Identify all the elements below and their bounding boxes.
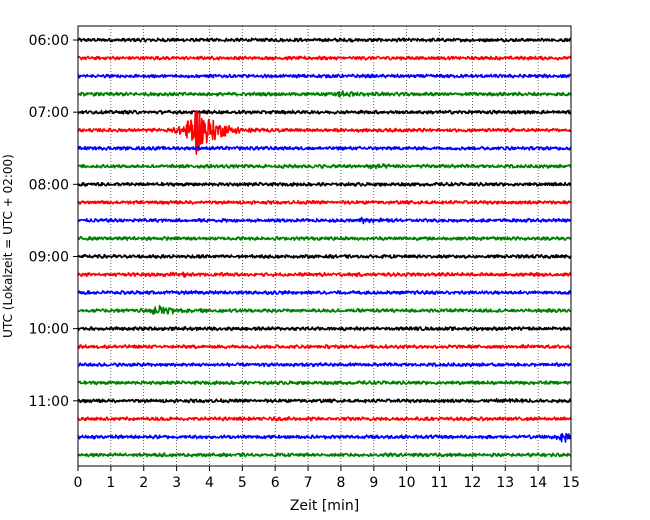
seismogram-trace xyxy=(77,397,572,404)
seismogram-trace xyxy=(77,181,572,187)
x-tick-label: 2 xyxy=(139,475,148,491)
x-axis-title: Zeit [min] xyxy=(290,498,359,514)
x-tick-label: 3 xyxy=(172,475,181,491)
y-tick-label: 11:00 xyxy=(29,394,69,410)
x-tick-label: 13 xyxy=(496,475,514,491)
seismogram-trace xyxy=(77,163,572,170)
x-tick-label: 5 xyxy=(238,475,247,491)
seismogram-trace xyxy=(77,37,572,43)
x-tick-label: 4 xyxy=(205,475,214,491)
seismogram-trace xyxy=(77,289,572,296)
y-tick-label: 07:00 xyxy=(29,105,69,121)
x-tick-label: 10 xyxy=(398,475,416,491)
y-tick-label: 08:00 xyxy=(29,177,69,193)
y-tick-label: 10:00 xyxy=(29,322,69,338)
seismogram-trace xyxy=(77,73,572,79)
seismogram-trace xyxy=(77,235,572,242)
seismogram-trace xyxy=(77,362,572,368)
x-tick-label: 9 xyxy=(369,475,378,491)
seismogram-trace xyxy=(77,304,572,315)
y-tick-label: 06:00 xyxy=(29,33,69,49)
seismogram-trace xyxy=(77,109,572,115)
seismogram-trace xyxy=(77,344,572,350)
seismogram-trace xyxy=(77,380,572,386)
seismogram-trace xyxy=(77,416,572,422)
plot-frame xyxy=(77,25,572,467)
seismogram-trace xyxy=(77,452,572,458)
seismogram-trace xyxy=(77,216,572,225)
y-axis-title: UTC (Lokalzeit = UTC + 02:00) xyxy=(1,154,15,338)
seismogram-trace xyxy=(77,253,572,260)
y-axis: 06:00 07:00 08:00 09:00 10:00 11:00 xyxy=(29,33,78,410)
grid xyxy=(110,26,539,466)
x-tick-label: 8 xyxy=(336,475,345,491)
seismogram-trace xyxy=(77,90,572,98)
seismogram-trace xyxy=(77,271,572,278)
x-tick-label: 0 xyxy=(74,475,83,491)
seismogram-trace xyxy=(77,199,572,205)
y-tick-label: 09:00 xyxy=(29,249,69,265)
x-tick-label: 12 xyxy=(463,475,481,491)
seismogram-trace xyxy=(77,109,572,155)
seismogram-trace xyxy=(77,145,572,151)
seismogram-trace xyxy=(77,55,572,61)
x-tick-label: 15 xyxy=(562,475,580,491)
x-tick-label: 6 xyxy=(271,475,280,491)
x-tick-label: 1 xyxy=(106,475,115,491)
x-axis: 0 1 2 3 4 5 6 7 8 9 10 11 12 13 14 15 xyxy=(74,466,580,491)
traces xyxy=(77,37,572,458)
x-tick-label: 14 xyxy=(529,475,547,491)
seismogram-trace xyxy=(77,326,572,332)
x-tick-label: 7 xyxy=(304,475,313,491)
seismogram-trace xyxy=(77,432,572,443)
x-tick-label: 11 xyxy=(431,475,449,491)
